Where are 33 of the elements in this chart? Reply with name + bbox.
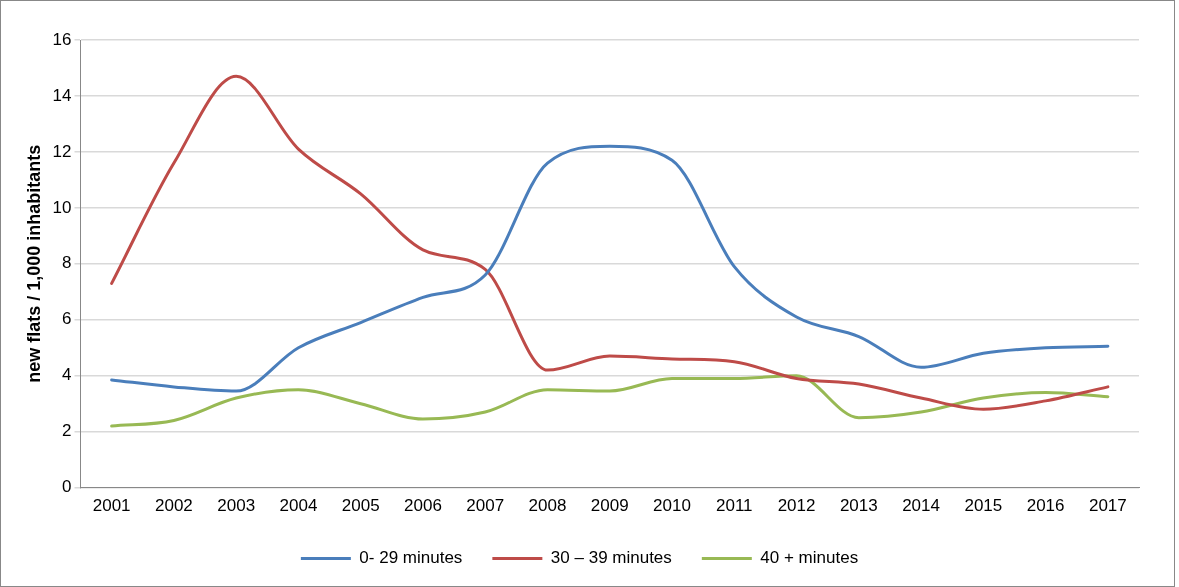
x-tick-label: 2009	[590, 496, 629, 516]
y-tick-label: 8	[62, 253, 72, 273]
x-tick-label: 2012	[777, 496, 816, 516]
legend-label: 40 + minutes	[760, 548, 859, 568]
x-tick-label: 2001	[92, 496, 131, 516]
legend-label: 0- 29 minutes	[359, 548, 463, 568]
x-tick-label: 2007	[466, 496, 505, 516]
x-tick-label: 2002	[154, 496, 193, 516]
x-tick-label: 2006	[404, 496, 442, 516]
y-tick-label: 10	[52, 197, 72, 217]
line-series	[110, 74, 1110, 411]
y-axis-title: new flats / 1,000 inhabitants	[23, 144, 44, 383]
line-series	[110, 144, 1110, 393]
x-tick-label: 2010	[653, 496, 691, 516]
legend-label: 30 – 39 minutes	[550, 548, 672, 568]
x-tick-label: 2003	[217, 496, 256, 516]
line-series	[110, 374, 1110, 428]
y-tick-label: 16	[52, 29, 72, 49]
x-tick-label: 2016	[1026, 496, 1065, 516]
y-tick-label: 14	[52, 85, 72, 105]
x-tick-label: 2014	[902, 496, 940, 516]
x-tick-label: 2017	[1088, 496, 1127, 516]
x-tick-label: 2005	[341, 496, 380, 516]
y-tick-label: 2	[62, 421, 72, 441]
x-tick-label: 2013	[839, 496, 878, 516]
y-tick-label: 0	[62, 477, 72, 497]
x-tick-label: 2008	[528, 496, 567, 516]
y-tick-label: 6	[62, 309, 72, 329]
y-tick-label: 12	[52, 141, 72, 161]
x-tick-label: 2011	[716, 496, 753, 516]
x-tick-label: 2004	[279, 496, 318, 516]
y-tick-label: 4	[62, 365, 72, 385]
x-tick-label: 2015	[964, 496, 1003, 516]
